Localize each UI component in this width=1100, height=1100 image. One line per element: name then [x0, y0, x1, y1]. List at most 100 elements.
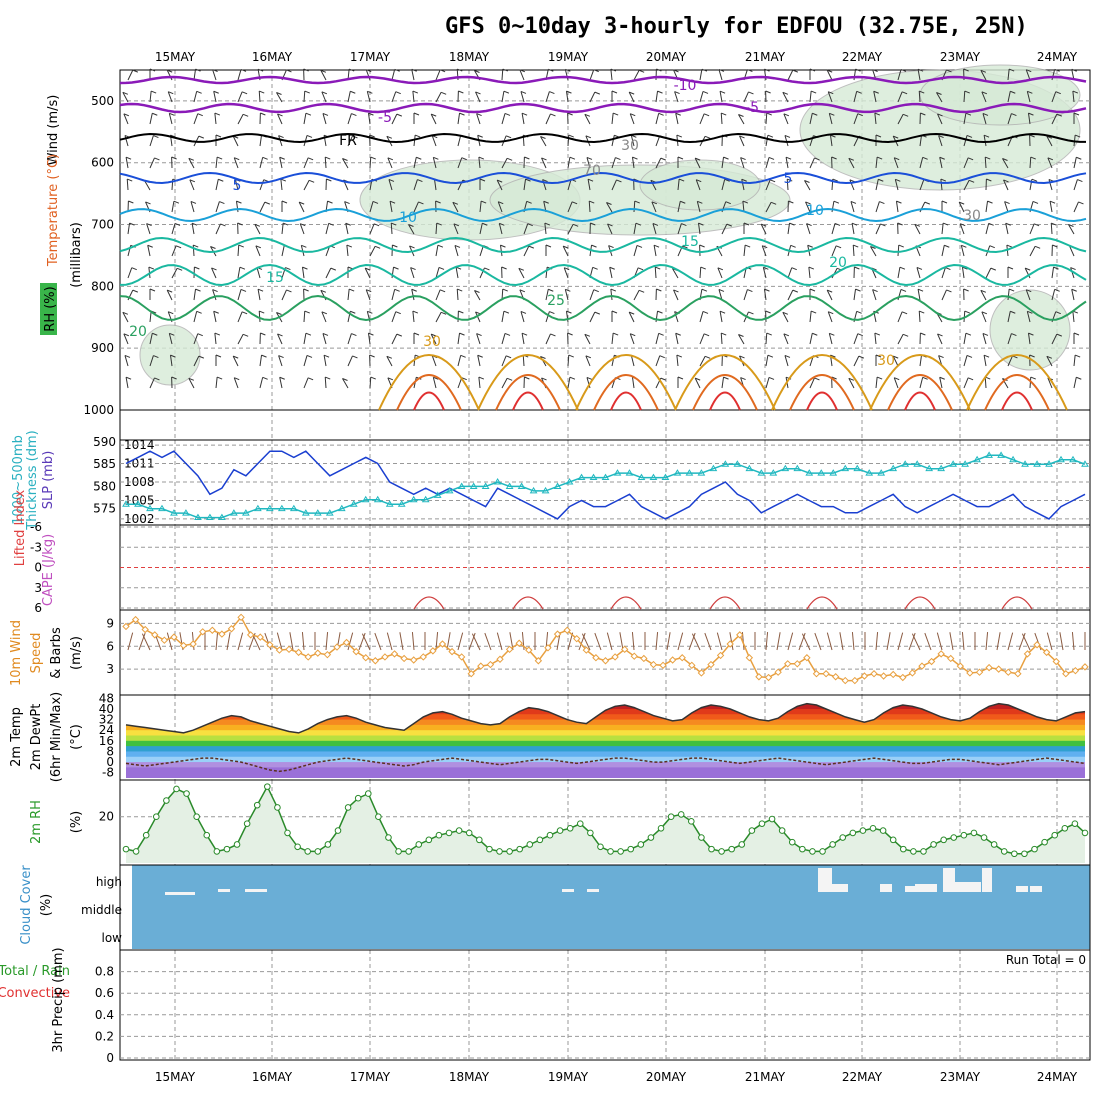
wind-barb-shaft [237, 69, 242, 81]
wind-barb-flag [694, 377, 701, 381]
wind-barb-flag [350, 310, 356, 314]
wind-barb-flag [566, 310, 572, 314]
wind-barb-shaft [893, 377, 899, 389]
wind-barb-shaft [391, 69, 396, 81]
wind-barb-flag [1077, 179, 1083, 183]
wind-barb-shaft [193, 69, 197, 81]
contour-label: 30 [621, 138, 639, 154]
wind-barb-shaft [193, 113, 199, 125]
wind-barb-flag [657, 90, 663, 94]
temp-band [126, 735, 1085, 742]
rh2m-line-point [839, 834, 847, 841]
wind-barb-shaft [457, 157, 463, 169]
wind-barb-flag [132, 69, 139, 73]
wind-barb-shaft [963, 333, 967, 345]
wind-barb-flag [388, 178, 395, 182]
wind-barb-flag [262, 376, 268, 380]
wind-barb-flag [1024, 267, 1031, 271]
wind-barb-flag [260, 332, 266, 336]
wind-barb-shaft [848, 158, 855, 169]
wind-barb-flag [983, 134, 990, 138]
wind-barb-flag [681, 223, 687, 227]
wind10m-line-point [793, 660, 802, 668]
wind-barb-flag [239, 266, 246, 270]
wind-barb-flag [304, 310, 310, 314]
date-tick-bottom: 22MAY [842, 1070, 883, 1084]
wind-barb-shaft [1004, 201, 1009, 213]
wind-barb-shaft [740, 157, 745, 169]
wind-barb-shaft [897, 91, 903, 103]
wind-barb-shaft [475, 91, 481, 103]
wind-barb-shaft [1007, 113, 1012, 125]
wind-tick: 9 [106, 616, 114, 630]
wind-barb-flag [175, 245, 182, 249]
wind-barb-shaft [826, 69, 833, 81]
cloud-block [245, 889, 255, 892]
wind-barb-flag [743, 222, 750, 226]
wind-barb-flag [938, 135, 944, 139]
wind-barb-shaft [828, 113, 833, 125]
wind-barb-flag [567, 332, 573, 336]
slp-tick: 1008 [124, 475, 155, 489]
wind-barb-flag [1055, 91, 1061, 95]
wind-barb-flag [790, 244, 796, 248]
wind-barb-shaft [874, 333, 877, 345]
wind-barb-shaft [303, 377, 309, 389]
wind10m-line-point [189, 640, 197, 648]
wind-barb-shaft [653, 245, 657, 257]
wind-barb-flag [412, 310, 419, 314]
wind-barb-flag [565, 68, 571, 72]
rh2m-line-point [637, 841, 645, 848]
wind-barb-flag [255, 245, 262, 249]
contour-label: 15 [681, 234, 699, 250]
wind10m-line-point [1071, 666, 1080, 675]
wind-barb-flag [1054, 288, 1060, 292]
wind10m-line-point [899, 673, 907, 682]
wind-barb-flag [386, 355, 393, 359]
wind10m-line-point [553, 630, 562, 638]
wind-barb-flag [544, 222, 551, 226]
wind-barb-shaft [567, 201, 573, 213]
wind-barb-flag [366, 69, 372, 73]
rh2m-line-point [587, 829, 594, 837]
wind-barb-flag [741, 178, 747, 182]
thickness-line-point [134, 500, 142, 507]
wind-barb-flag [548, 68, 554, 72]
wind-barb-shaft [809, 113, 813, 125]
wind-barb-shaft [366, 91, 371, 103]
wind10m-line-point [409, 656, 418, 664]
lifted-bump [709, 596, 741, 610]
wind-barb-flag [368, 112, 374, 116]
rh2m-line-point [1011, 850, 1018, 858]
wind10m-barb [776, 632, 781, 651]
wind-barb-flag [962, 266, 968, 270]
wind-barb-shaft [523, 223, 529, 235]
wind-barb-flag [703, 113, 710, 117]
wind-barb-shaft [655, 113, 660, 125]
wind-barb-shaft [1007, 289, 1010, 301]
temp-band-low [126, 772, 1085, 778]
wind-barb-shaft [1051, 267, 1055, 279]
wind10m-barb [1046, 632, 1053, 651]
wind-barb-flag [980, 69, 987, 73]
wind-barb-shaft [255, 245, 261, 257]
wind-barb-shaft [963, 135, 968, 147]
wind-barb-flag [1074, 354, 1081, 358]
wind-barb-shaft [237, 267, 241, 279]
wind10m-line-point [688, 661, 696, 670]
date-tick-bottom: 16MAY [252, 1070, 293, 1084]
rh-shade [989, 289, 1071, 371]
wind-barb-flag [833, 200, 840, 204]
wind-barb-shaft [938, 135, 943, 147]
wind-barb-flag [352, 135, 358, 139]
wind-barb-shaft [144, 180, 151, 191]
wind10m-barb [581, 633, 591, 651]
wind-barb-flag [1007, 266, 1014, 270]
wind-barb-flag [305, 112, 312, 116]
wind-barb-flag [519, 69, 526, 73]
thickness-line-point [158, 504, 166, 512]
wind-barb-shaft [897, 69, 902, 81]
wind-barb-flag [1049, 200, 1056, 204]
wind10m-barb [949, 632, 954, 651]
wind-barb-flag [298, 201, 305, 205]
